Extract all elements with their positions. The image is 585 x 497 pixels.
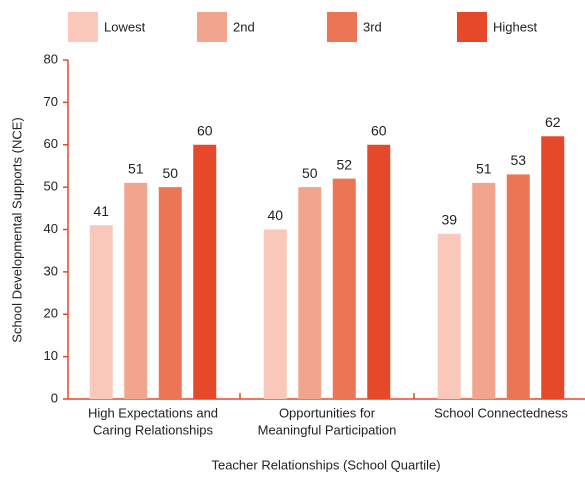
y-tick-label: 20: [44, 306, 58, 321]
bar: [437, 233, 461, 399]
value-label: 60: [371, 122, 387, 138]
x-axis-title: Teacher Relationships (School Quartile): [211, 457, 440, 472]
legend-label: 2nd: [233, 19, 255, 34]
bar: [124, 182, 148, 399]
legend-swatch: [197, 12, 227, 42]
x-tick-label: High Expectations and: [88, 405, 218, 420]
legend-swatch: [327, 12, 357, 42]
bar: [332, 178, 356, 399]
y-tick-label: 40: [44, 221, 58, 236]
legend-label: 3rd: [363, 19, 382, 34]
bar: [158, 187, 182, 399]
bar: [367, 144, 391, 399]
value-label: 41: [93, 203, 109, 219]
value-label: 60: [197, 122, 213, 138]
value-label: 39: [441, 211, 457, 227]
value-label: 50: [162, 165, 178, 181]
x-tick-label: School Connectedness: [434, 405, 568, 420]
y-tick-label: 60: [44, 136, 58, 151]
legend-label: Highest: [493, 19, 537, 34]
value-label: 53: [510, 152, 526, 168]
bar: [472, 182, 496, 399]
bar: [193, 144, 217, 399]
legend-swatch: [457, 12, 487, 42]
y-tick-label: 10: [44, 348, 58, 363]
y-tick-label: 0: [51, 390, 58, 405]
value-label: 62: [545, 114, 561, 130]
value-label: 51: [476, 161, 492, 177]
y-tick-label: 80: [44, 51, 58, 66]
bar: [89, 225, 113, 399]
y-tick-label: 70: [44, 94, 58, 109]
y-tick-label: 30: [44, 263, 58, 278]
bar: [506, 174, 530, 399]
x-tick-label: Meaningful Participation: [258, 422, 397, 437]
value-label: 50: [302, 165, 318, 181]
value-label: 40: [267, 207, 283, 223]
x-tick-label: Opportunities for: [279, 405, 376, 420]
bar: [263, 229, 287, 399]
value-label: 51: [128, 161, 144, 177]
legend-swatch: [68, 12, 98, 42]
y-tick-label: 50: [44, 179, 58, 194]
bar: [541, 136, 565, 399]
y-axis-title: School Developmental Supports (NCE): [9, 117, 24, 342]
value-label: 52: [336, 156, 352, 172]
legend-label: Lowest: [104, 19, 146, 34]
x-tick-label: Caring Relationships: [93, 422, 213, 437]
bar: [298, 187, 322, 399]
